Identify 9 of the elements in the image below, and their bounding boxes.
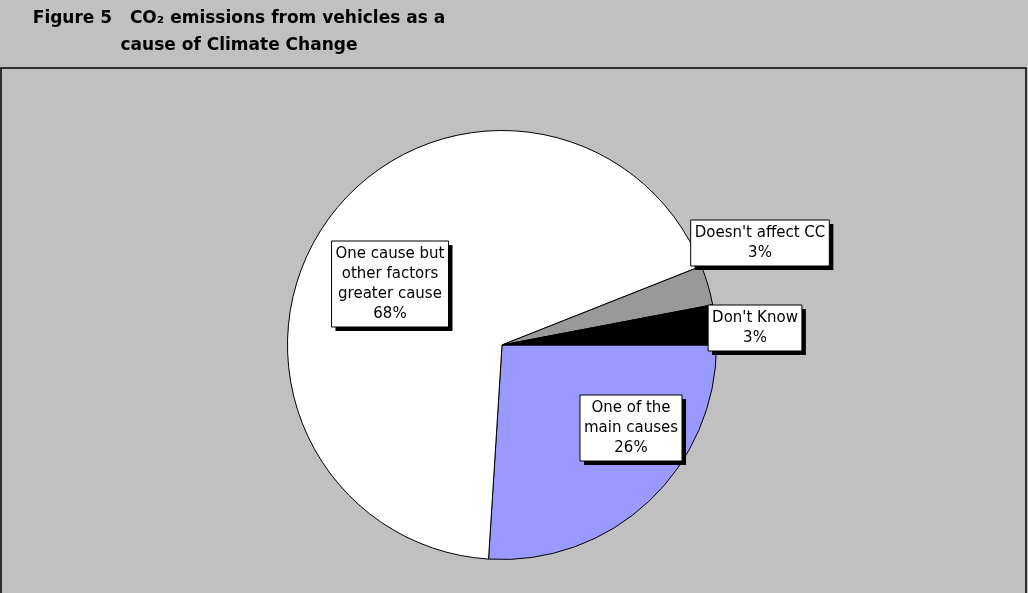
data-label: 3% <box>743 327 767 346</box>
data-label: 3% <box>748 242 772 261</box>
data-label: 26% <box>614 437 648 456</box>
slice-label: Doesn't affect CC <box>694 222 826 241</box>
slice-label: One of the main causes <box>583 397 679 436</box>
slice-label: One cause but other factors greater cause <box>335 243 445 302</box>
data-label: 68% <box>373 303 407 322</box>
chart-title: Figure 5 CO₂ emissions from vehicles as a cause of Climate Change <box>31 6 447 56</box>
slice-label: Don't Know <box>712 307 798 326</box>
